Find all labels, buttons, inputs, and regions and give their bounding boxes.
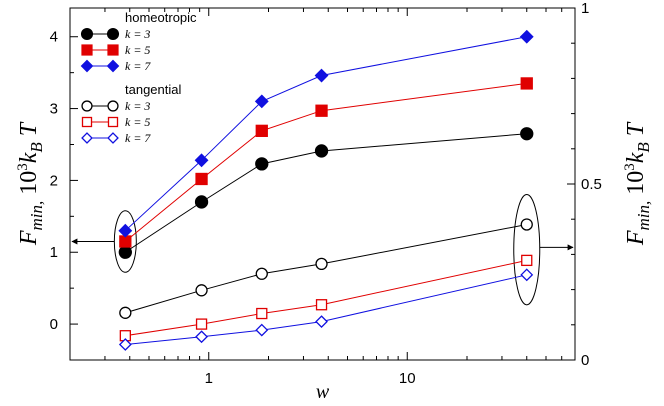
legend-label: k = 3: [125, 99, 150, 113]
y-left-tick-label: 0: [50, 316, 58, 333]
legend-marker: [81, 132, 93, 144]
legend-marker: [80, 59, 94, 73]
data-point: [256, 307, 268, 320]
data-point: [195, 318, 208, 330]
data-point: [255, 157, 269, 171]
data-point: [255, 323, 269, 337]
y-left-tick-label: 2: [50, 172, 58, 189]
y-left-axis-title: Fmin, 103kB T: [15, 121, 46, 246]
data-point: [519, 29, 534, 44]
tangential-ellipse: [513, 193, 541, 306]
data-point: [194, 195, 209, 209]
data-point: [521, 254, 533, 267]
series-markers: [118, 29, 534, 351]
legend-marker: [81, 44, 93, 56]
x-axis-title: w: [316, 381, 330, 403]
series-line-2: [124, 36, 527, 232]
data-point: [118, 223, 133, 238]
series-line-4: [125, 259, 527, 337]
legend: homeotropic k = 3 k = 5 k = 7 tangential k = …: [80, 10, 197, 145]
legend-marker: [80, 27, 94, 41]
data-point: [520, 218, 533, 231]
data-point: [520, 77, 533, 90]
legend-marker: [81, 100, 93, 112]
y-right-tick-label: 0: [581, 352, 589, 369]
data-point: [118, 245, 132, 259]
legend-label: k = 5: [125, 115, 150, 129]
legend-label: k = 5: [125, 43, 150, 57]
y-left-tick-label: 3: [50, 101, 58, 118]
data-point: [520, 127, 534, 141]
data-point: [119, 306, 132, 319]
legend-marker: [107, 132, 119, 144]
axis-titles: w Fmin, 103kB T Fmin, 103kB T: [15, 121, 653, 403]
x-tick-label: 1: [205, 370, 213, 387]
y-right-tick-label: 1: [581, 0, 589, 17]
data-point: [255, 267, 268, 280]
data-point: [520, 268, 534, 282]
legend-marker: [106, 27, 120, 41]
data-point: [315, 104, 328, 117]
y-right-axis-title: Fmin, 103kB T: [622, 121, 653, 246]
data-point: [195, 330, 208, 344]
legend-marker: [81, 116, 93, 128]
data-point: [255, 124, 268, 137]
legend-label: k = 7: [125, 131, 151, 145]
legend-marker: [107, 100, 119, 112]
data-point: [314, 144, 329, 158]
data-point: [254, 94, 269, 109]
data-point: [118, 338, 132, 351]
data-point: [195, 284, 208, 297]
legend-title: homeotropic: [125, 10, 197, 25]
x-tick-label: 10: [399, 370, 416, 387]
legend-label: k = 7: [125, 59, 151, 73]
legend-marker: [106, 59, 120, 73]
data-point: [194, 153, 209, 168]
y-right-tick-label: 0.5: [581, 176, 602, 193]
data-point: [119, 235, 132, 248]
legend-title: tangential: [125, 82, 181, 97]
legend-marker: [107, 116, 119, 128]
tick-labels: 1 10 0 1 2 3 4 0 0.5 1: [50, 0, 602, 387]
ticks: [69, 7, 576, 361]
data-point: [315, 315, 328, 329]
y-left-tick-label: 1: [50, 244, 58, 261]
data-point: [315, 299, 328, 311]
legend-label: k = 3: [125, 27, 150, 41]
y-left-tick-label: 4: [50, 29, 58, 46]
data-point: [195, 172, 208, 186]
annotations: [71, 193, 574, 306]
series-lines: [124, 36, 527, 345]
data-point: [315, 257, 328, 271]
legend-marker: [107, 44, 119, 56]
data-point: [314, 68, 329, 83]
